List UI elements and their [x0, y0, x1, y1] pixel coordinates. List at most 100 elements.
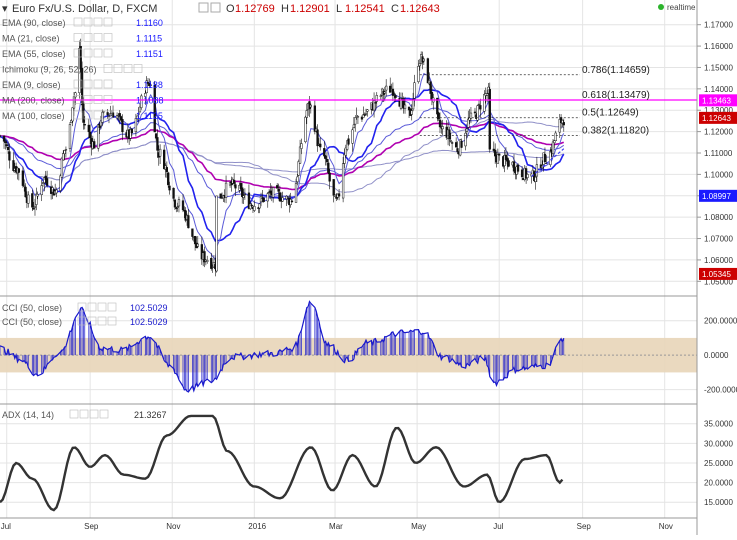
candle-body [543, 153, 547, 163]
x-tick-label: Nov [659, 522, 673, 531]
candle-body [485, 93, 489, 96]
candle-body [297, 161, 300, 176]
candle-body [196, 243, 199, 247]
header-settings-icon[interactable] [198, 2, 209, 13]
ma-200-line [0, 135, 564, 181]
price-tick-label: 1.14000 [704, 85, 733, 94]
indicator-option-icon[interactable] [93, 48, 103, 58]
indicator-option-icon[interactable] [103, 17, 113, 27]
cci-legend-value: 102.5029 [130, 303, 168, 313]
indicator-option-icon[interactable] [73, 48, 83, 58]
ohlc-value: 1.12901 [290, 3, 330, 15]
candle-body [346, 140, 349, 150]
grid-layer [0, 0, 697, 518]
candle-body [2, 135, 6, 142]
price-badge [699, 267, 737, 280]
indicator-option-icon[interactable] [73, 110, 83, 120]
indicator-option-icon[interactable] [103, 64, 113, 73]
indicator-option-icon[interactable] [73, 95, 83, 104]
candle-body [247, 192, 251, 209]
indicator-option-icon[interactable] [113, 64, 123, 73]
indicator-option-icon[interactable] [73, 17, 83, 27]
candle-body [87, 124, 90, 133]
adx-option-icon[interactable] [99, 409, 109, 419]
adx-option-icon[interactable] [89, 409, 99, 419]
indicator-option-icon[interactable] [133, 64, 143, 73]
candle-body [553, 140, 556, 144]
indicator-option-icon[interactable] [103, 110, 113, 120]
adx-tick-label: 20.0000 [704, 479, 733, 488]
fib-level-label: 0.382(1.11820) [582, 125, 649, 136]
indicator-option-icon[interactable] [83, 17, 93, 27]
collapse-icon[interactable]: ▾ [2, 3, 8, 15]
header-eye-icon[interactable] [210, 2, 221, 13]
candle-body [476, 105, 479, 121]
indicator-option-icon[interactable] [93, 17, 103, 27]
candle-body [31, 193, 34, 208]
indicator-option-icon[interactable] [123, 64, 133, 73]
candle-body [328, 172, 331, 182]
candle-body [469, 112, 473, 119]
candle-body [558, 119, 561, 133]
candle-body [102, 111, 105, 113]
indicator-option-icon[interactable] [83, 33, 93, 42]
candle-body [332, 179, 335, 196]
indicator-option-icon[interactable] [103, 79, 113, 89]
candle-body [172, 187, 175, 199]
candle-body [533, 171, 536, 181]
indicator-option-icon[interactable] [83, 48, 93, 58]
candle-body [551, 141, 555, 155]
candle-body [111, 112, 115, 118]
candle-body [298, 146, 302, 164]
price-badge-label: 1.12643 [702, 114, 731, 123]
price-tick-label: 1.07000 [704, 235, 733, 244]
indicator-option-icon[interactable] [73, 79, 83, 89]
adx-line [0, 414, 564, 512]
candle-body [115, 115, 119, 119]
candle-body [281, 197, 284, 202]
cci-option-icon[interactable] [107, 302, 117, 312]
cci-line [0, 300, 565, 393]
candle-body [145, 80, 148, 94]
candle-body [83, 124, 86, 126]
indicator-option-icon[interactable] [83, 110, 93, 120]
realtime-dot-icon [658, 4, 664, 10]
candle-body [351, 129, 354, 144]
indicator-option-icon[interactable] [83, 95, 93, 104]
indicator-option-icon[interactable] [93, 110, 103, 120]
candle-body [438, 119, 442, 128]
cci-option-icon[interactable] [77, 316, 87, 326]
cci-option-icon[interactable] [97, 302, 107, 312]
candle-body [456, 148, 459, 152]
candle-body [118, 113, 121, 117]
price-tick-label: 1.16000 [704, 42, 733, 51]
adx-option-icon[interactable] [69, 409, 79, 419]
adx-option-icon[interactable] [79, 409, 89, 419]
candle-body [191, 228, 194, 237]
indicator-option-icon[interactable] [103, 33, 113, 42]
candle-body [352, 124, 356, 128]
candle-body [450, 142, 454, 144]
price-badge-label: 1.13463 [702, 96, 731, 105]
cci-option-icon[interactable] [87, 316, 97, 326]
indicator-option-icon[interactable] [93, 95, 103, 104]
cci-option-icon[interactable] [87, 302, 97, 312]
indicator-option-icon[interactable] [93, 79, 103, 89]
indicator-option-icon[interactable] [103, 95, 113, 104]
indicator-option-icon[interactable] [83, 79, 93, 89]
indicator-option-icon[interactable] [93, 33, 103, 42]
candle-body [344, 147, 347, 156]
candle-body [512, 161, 516, 172]
candle-body [154, 133, 158, 139]
indicator-option-icon[interactable] [73, 33, 83, 42]
candle-body [483, 93, 486, 112]
indicator-option-icon[interactable] [103, 48, 113, 58]
cci-option-icon[interactable] [97, 316, 107, 326]
candle-body [165, 167, 168, 172]
candle-body [277, 189, 280, 192]
cci-option-icon[interactable] [107, 316, 117, 326]
cci-option-icon[interactable] [77, 302, 87, 312]
candle-body [173, 199, 177, 208]
candle-body [402, 98, 405, 109]
